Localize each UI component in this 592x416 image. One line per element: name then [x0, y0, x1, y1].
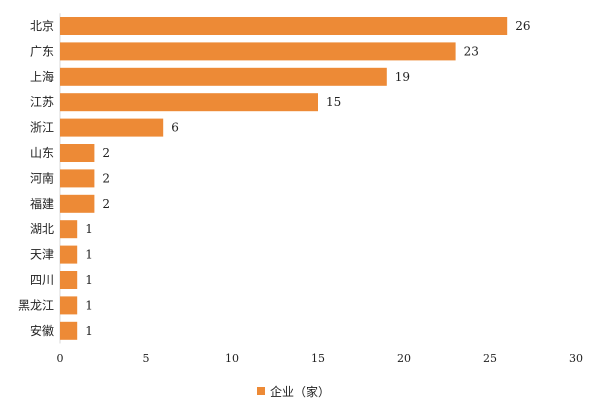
category-label: 广东 — [30, 44, 54, 58]
value-label: 15 — [326, 95, 341, 109]
x-tick-label: 30 — [569, 352, 583, 365]
value-label: 26 — [515, 19, 530, 33]
value-label: 2 — [102, 171, 110, 185]
bar — [60, 93, 318, 112]
x-tick-label: 0 — [57, 352, 64, 365]
value-label: 2 — [102, 146, 110, 160]
bar — [60, 67, 387, 86]
bar — [60, 118, 164, 137]
bar — [60, 42, 456, 61]
category-label: 天津 — [30, 248, 54, 262]
category-label: 北京 — [30, 19, 54, 33]
category-label: 安徽 — [30, 323, 54, 338]
value-label: 1 — [85, 222, 93, 236]
x-tick-label: 10 — [225, 352, 239, 365]
value-label: 23 — [464, 44, 479, 58]
bar — [60, 296, 78, 315]
legend-label: 企业（家） — [270, 384, 330, 399]
bar — [60, 194, 95, 213]
bar — [60, 321, 78, 340]
x-tick-label: 25 — [483, 352, 497, 365]
value-label: 2 — [102, 197, 110, 211]
ticks-layer: 0 5 10 15 20 25 30 — [57, 352, 584, 365]
value-label: 1 — [85, 298, 93, 312]
category-label: 山东 — [30, 146, 54, 160]
value-label: 1 — [85, 248, 93, 262]
category-label: 浙江 — [30, 121, 54, 135]
legend-swatch — [257, 387, 265, 395]
category-label: 福建 — [30, 196, 54, 211]
bar — [60, 271, 78, 289]
x-tick-label: 20 — [397, 352, 411, 365]
bar — [60, 245, 78, 264]
labels-layer: 北京 26 广东 23 上海 19 江苏 15 浙江 6 山东 2 河南 2 福建 2 湖北 1 天津 1 四川 1 黑龙江… — [18, 19, 530, 338]
bar — [60, 220, 78, 239]
value-label: 6 — [171, 121, 179, 135]
value-label: 1 — [85, 273, 93, 287]
bar — [60, 169, 95, 188]
category-label: 黑龙江 — [18, 298, 54, 312]
value-label: 1 — [85, 324, 93, 338]
legend: 企业（家） — [257, 384, 330, 399]
category-label: 江苏 — [30, 95, 54, 109]
category-label: 上海 — [30, 69, 54, 84]
category-label: 四川 — [30, 273, 54, 287]
bar — [60, 17, 508, 35]
x-tick-label: 15 — [311, 352, 325, 365]
bar — [60, 144, 95, 162]
value-label: 19 — [395, 70, 410, 84]
x-tick-label: 5 — [143, 352, 150, 365]
category-label: 河南 — [30, 170, 54, 185]
bars-layer — [60, 17, 508, 340]
category-label: 湖北 — [30, 221, 54, 236]
